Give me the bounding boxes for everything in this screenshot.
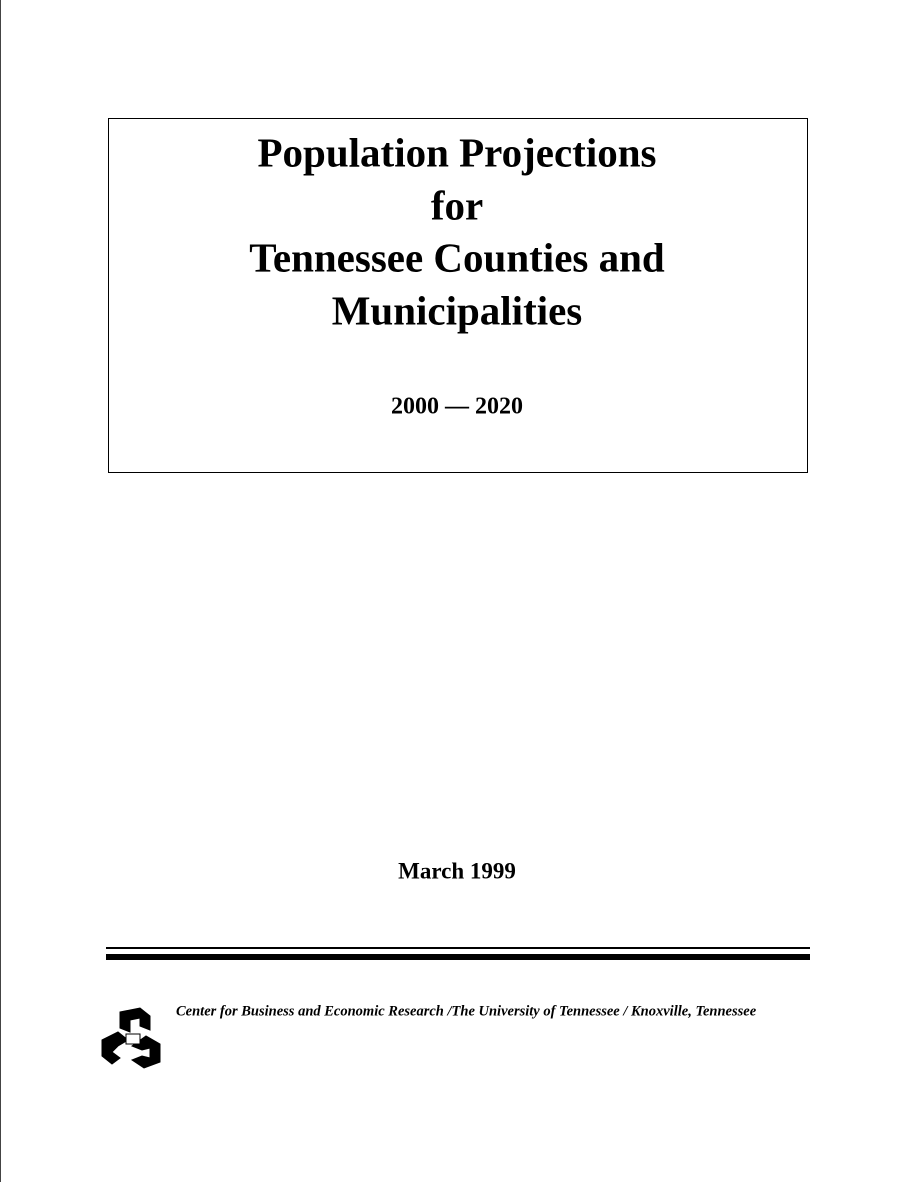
years: 2000 — 2020 <box>391 394 523 420</box>
title-line: Population Projections <box>258 129 657 175</box>
logo <box>101 1007 161 1069</box>
title-line: Tennessee Counties and <box>249 234 665 280</box>
rule-thick <box>106 954 810 960</box>
date: March 1999 <box>398 858 516 883</box>
title-line: for <box>431 182 483 228</box>
title-box <box>108 118 808 473</box>
publisher: Center for Business and Economic Researc… <box>176 1003 757 1019</box>
title-line: Municipalities <box>332 287 583 333</box>
rule-thin <box>106 947 810 949</box>
